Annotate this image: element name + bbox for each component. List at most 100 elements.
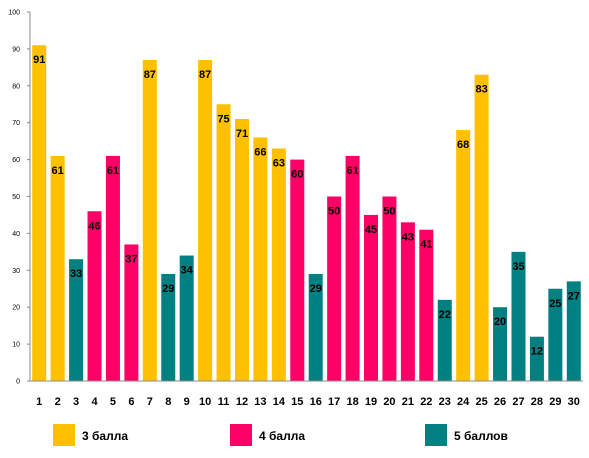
bar	[216, 104, 231, 381]
data-label: 61	[52, 165, 64, 177]
bar	[290, 159, 305, 381]
x-tick-label: 8	[165, 396, 171, 408]
bar	[87, 211, 102, 381]
bar	[253, 137, 268, 381]
bar	[437, 299, 452, 381]
bar	[32, 45, 47, 382]
bar	[124, 244, 139, 381]
x-tick-label: 29	[549, 396, 561, 408]
x-tick-label: 21	[402, 396, 414, 408]
legend-swatch	[230, 424, 252, 446]
y-tick-label: 70	[12, 120, 20, 127]
data-label: 33	[70, 268, 82, 280]
x-tick-label: 16	[310, 396, 322, 408]
legend: 3 балла 4 балла 5 баллов	[53, 424, 508, 446]
data-label: 87	[199, 69, 211, 81]
bar	[161, 273, 176, 381]
y-axis: 0 10 20 30 40 50 60 70 80 90 100	[8, 10, 31, 386]
data-label: 63	[273, 158, 285, 170]
data-label: 34	[181, 265, 194, 277]
data-label: 22	[439, 309, 451, 321]
data-label: 37	[125, 253, 137, 265]
data-label: 27	[568, 290, 580, 302]
bar	[548, 288, 563, 381]
data-label: 41	[420, 239, 432, 251]
x-tick-label: 9	[184, 396, 190, 408]
bar	[382, 196, 397, 381]
y-tick-label: 80	[12, 83, 20, 90]
x-tick-label: 3	[73, 396, 79, 408]
y-tick-label: 0	[16, 379, 20, 386]
x-tick-label: 28	[531, 396, 543, 408]
legend-swatch	[425, 424, 447, 446]
x-tick-label: 10	[199, 396, 211, 408]
x-tick-label: 11	[218, 396, 230, 408]
bar	[529, 336, 544, 381]
x-tick-label: 20	[383, 396, 395, 408]
bar	[142, 59, 157, 381]
bar	[566, 281, 581, 381]
legend-label: 4 балла	[259, 429, 305, 443]
x-tick-label: 17	[328, 396, 340, 408]
x-tick-label: 19	[365, 396, 377, 408]
bar	[308, 273, 323, 381]
bars	[32, 45, 581, 382]
data-label: 45	[365, 224, 377, 236]
bar	[493, 307, 508, 381]
y-tick-label: 50	[12, 194, 20, 201]
bar	[105, 155, 120, 381]
data-label: 43	[402, 231, 414, 243]
data-label: 83	[475, 84, 487, 96]
x-tick-label: 14	[273, 396, 286, 408]
bar	[69, 259, 84, 381]
x-tick-label: 13	[254, 396, 266, 408]
x-tick-label: 5	[110, 396, 116, 408]
data-label: 91	[33, 54, 45, 66]
x-tick-label: 7	[147, 396, 153, 408]
x-tick-label: 6	[128, 396, 134, 408]
data-label: 61	[107, 165, 119, 177]
data-label: 29	[162, 283, 174, 295]
bar	[345, 155, 360, 381]
bar	[419, 229, 434, 381]
bar	[364, 214, 379, 381]
y-tick-label: 100	[8, 10, 20, 17]
data-label: 50	[383, 206, 395, 218]
legend-swatch	[53, 424, 75, 446]
y-tick-label: 60	[12, 157, 20, 164]
x-axis: 1 2 3 4 5 6 7 8 9 10 11 12 13 14 15 16 17 18 19 20 21 22 23 24 2…	[30, 380, 583, 408]
y-tick-label: 90	[12, 46, 20, 53]
bar	[327, 196, 342, 381]
bar	[179, 255, 194, 381]
x-tick-label: 24	[457, 396, 470, 408]
data-label: 29	[310, 283, 322, 295]
x-tick-label: 1	[36, 396, 42, 408]
x-tick-label: 25	[475, 396, 487, 408]
y-tick-label: 30	[12, 268, 20, 275]
data-label: 87	[144, 69, 156, 81]
data-label: 68	[457, 139, 469, 151]
data-label: 75	[217, 113, 229, 125]
x-tick-label: 22	[420, 396, 432, 408]
y-tick-label: 10	[12, 342, 20, 349]
x-tick-label: 4	[91, 396, 98, 408]
x-tick-label: 27	[512, 396, 524, 408]
y-tick-label: 40	[12, 231, 20, 238]
bar	[50, 155, 65, 381]
data-label: 61	[346, 165, 358, 177]
data-label: 12	[531, 346, 543, 358]
legend-label: 3 балла	[82, 429, 128, 443]
bar	[456, 130, 471, 381]
bar	[400, 222, 415, 381]
bar	[511, 251, 526, 381]
bar	[474, 74, 489, 381]
data-label: 50	[328, 206, 340, 218]
x-tick-label: 23	[439, 396, 451, 408]
data-label: 71	[236, 128, 248, 140]
x-tick-label: 18	[346, 396, 358, 408]
y-tick-label: 20	[12, 305, 20, 312]
data-labels: 91 61 33 46 61 37 87 29 34 87 75 71 66 63 60 29 50 61 45 50…	[33, 54, 580, 358]
data-label: 25	[549, 298, 561, 310]
